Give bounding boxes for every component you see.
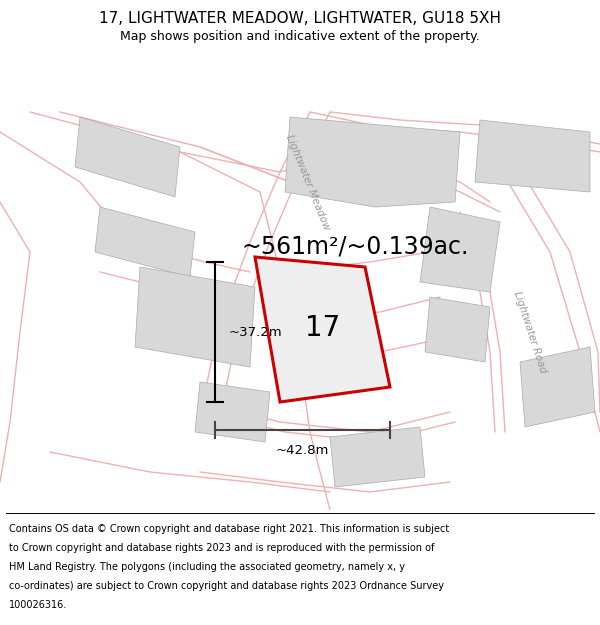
Polygon shape xyxy=(195,382,270,442)
Polygon shape xyxy=(135,267,255,367)
Polygon shape xyxy=(520,347,595,427)
Text: ~42.8m: ~42.8m xyxy=(276,444,329,457)
Text: 100026316.: 100026316. xyxy=(9,600,67,610)
Text: Lightwater Road: Lightwater Road xyxy=(512,290,548,374)
Text: ~561m²/~0.139ac.: ~561m²/~0.139ac. xyxy=(241,235,469,259)
Text: to Crown copyright and database rights 2023 and is reproduced with the permissio: to Crown copyright and database rights 2… xyxy=(9,543,434,553)
Text: ~37.2m: ~37.2m xyxy=(229,326,283,339)
Text: Map shows position and indicative extent of the property.: Map shows position and indicative extent… xyxy=(120,29,480,42)
Polygon shape xyxy=(330,427,425,487)
Polygon shape xyxy=(475,120,590,192)
Polygon shape xyxy=(75,117,180,197)
Text: co-ordinates) are subject to Crown copyright and database rights 2023 Ordnance S: co-ordinates) are subject to Crown copyr… xyxy=(9,581,444,591)
Text: 17: 17 xyxy=(305,314,340,342)
Polygon shape xyxy=(420,207,500,292)
Polygon shape xyxy=(425,297,490,362)
Polygon shape xyxy=(285,117,460,207)
Text: 17, LIGHTWATER MEADOW, LIGHTWATER, GU18 5XH: 17, LIGHTWATER MEADOW, LIGHTWATER, GU18 … xyxy=(99,11,501,26)
Text: Contains OS data © Crown copyright and database right 2021. This information is : Contains OS data © Crown copyright and d… xyxy=(9,524,449,534)
Polygon shape xyxy=(95,207,195,277)
Polygon shape xyxy=(255,257,390,402)
Text: Lightwater Meadow: Lightwater Meadow xyxy=(284,132,332,231)
Text: HM Land Registry. The polygons (including the associated geometry, namely x, y: HM Land Registry. The polygons (includin… xyxy=(9,562,405,572)
